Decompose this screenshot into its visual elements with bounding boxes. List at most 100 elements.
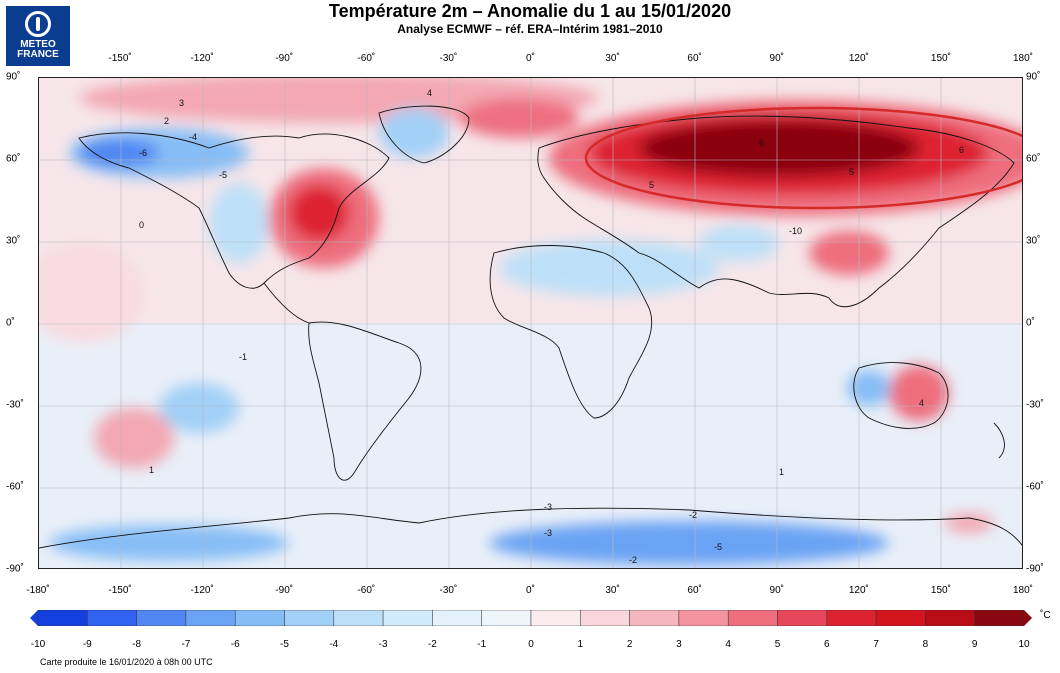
colorbar-cell xyxy=(284,610,335,626)
longitude-tick-top: -90˚ xyxy=(275,53,294,64)
eurasia-coast xyxy=(537,115,1015,308)
eastern-north-america-warm-core xyxy=(289,185,349,241)
central-america-coast xyxy=(263,282,310,324)
colorbar-right-arrow xyxy=(1024,610,1032,626)
south-pacific-warm xyxy=(94,408,174,468)
contour-label: 4 xyxy=(427,88,432,98)
contour-label: 3 xyxy=(179,98,184,108)
greenland-coast xyxy=(378,105,470,164)
longitude-tick-bottom: -90˚ xyxy=(275,585,294,596)
colorbar-cell xyxy=(580,610,630,626)
colorbar-label: 2 xyxy=(626,639,633,650)
latitude-tick-right: 30˚ xyxy=(1026,235,1041,247)
production-footer: Carte produite le 16/01/2020 à 08h 00 UT… xyxy=(40,657,213,667)
colorbar-cell xyxy=(136,610,187,626)
longitude-tick-top: -60˚ xyxy=(357,53,376,64)
latitude-tick-left: -90˚ xyxy=(6,563,24,575)
latitude-tick-right: -30˚ xyxy=(1026,399,1044,411)
contour-label: 5 xyxy=(649,180,654,190)
ross-warm xyxy=(944,513,994,533)
colorbar-label: 5 xyxy=(774,639,781,650)
colorbar-label: -4 xyxy=(329,639,339,650)
north-america-coast xyxy=(78,132,390,289)
anomaly-map-svg: 3 2 4 -6 -5 -4 -3 -2 -1 0 1 5 6 -10 -5 -… xyxy=(39,78,1022,568)
colorbar-cell xyxy=(87,610,137,626)
longitude-tick-bottom: 90˚ xyxy=(769,585,784,596)
longitude-tick-bottom: 180˚ xyxy=(1012,585,1034,596)
contour-label: -3 xyxy=(544,502,552,512)
colorbar-cell xyxy=(925,610,975,626)
north-atlantic-warm xyxy=(459,98,579,138)
colorbar-label: 9 xyxy=(971,639,978,650)
new-zealand-coast xyxy=(993,422,1005,459)
longitude-tick-bottom: -150˚ xyxy=(108,585,132,596)
latitude-tick-right: 0˚ xyxy=(1026,317,1035,329)
longitude-tick-bottom: 120˚ xyxy=(848,585,869,596)
colorbar-cells xyxy=(37,610,1025,626)
north-pacific-warm xyxy=(39,243,144,343)
latitude-tick-left: 90˚ xyxy=(6,71,21,83)
colorbar-cell xyxy=(629,610,680,626)
contour-label: -10 xyxy=(789,226,802,236)
longitude-tick-top: 90˚ xyxy=(769,53,784,64)
colorbar-label: 7 xyxy=(873,639,879,650)
colorbar-cell xyxy=(974,610,1025,626)
colorbar xyxy=(30,610,1032,626)
china-warm xyxy=(809,231,889,275)
colorbar-left-arrow xyxy=(30,610,38,626)
latitude-tick-left: 30˚ xyxy=(6,235,21,247)
colorbar-label: 4 xyxy=(725,639,731,650)
contour-label: 2 xyxy=(164,116,169,126)
longitude-tick-bottom: -180˚ xyxy=(26,585,50,596)
colorbar-label: -1 xyxy=(477,639,487,650)
colorbar-label: 6 xyxy=(824,639,830,650)
greenland-cold xyxy=(379,108,449,158)
colorbar-unit: ˚C xyxy=(1040,610,1051,621)
colorbar-cell xyxy=(875,610,926,626)
contour-label: 4 xyxy=(919,398,924,408)
west-antarctica-cold xyxy=(49,525,289,561)
longitude-tick-top: 30˚ xyxy=(605,53,620,64)
colorbar-label: -10 xyxy=(30,639,46,650)
colorbar-cell xyxy=(777,610,828,626)
colorbar-cell xyxy=(481,610,532,626)
colorbar-label: -3 xyxy=(378,639,388,650)
africa-coast xyxy=(489,245,653,419)
colorbar-cell xyxy=(678,610,729,626)
longitude-tick-top: -120˚ xyxy=(190,53,214,64)
contour-label: 0 xyxy=(139,220,144,230)
colorbar-label: -8 xyxy=(132,639,142,650)
logo-line-1: METEO xyxy=(20,39,56,50)
contour-label: 1 xyxy=(149,465,154,475)
longitude-tick-bottom: 150˚ xyxy=(930,585,951,596)
longitude-tick-bottom: 60˚ xyxy=(687,585,702,596)
colorbar-cell xyxy=(382,610,433,626)
latitude-tick-right: 90˚ xyxy=(1026,71,1041,83)
meteo-france-logo: METEO FRANCE xyxy=(6,6,70,66)
contour-label: -3 xyxy=(544,528,552,538)
latitude-tick-right: -60˚ xyxy=(1026,481,1044,493)
coastlines xyxy=(39,105,1022,549)
south-america-coast xyxy=(308,321,422,481)
anomaly-map: 3 2 4 -6 -5 -4 -3 -2 -1 0 1 5 6 -10 -5 -… xyxy=(38,77,1023,569)
colorbar-cell xyxy=(432,610,482,626)
longitude-tick-top: 180˚ xyxy=(1012,53,1034,64)
western-australia-cold xyxy=(847,370,891,406)
map-title: Température 2m – Anomalie du 1 au 15/01/… xyxy=(328,1,732,21)
longitude-tick-top: 60˚ xyxy=(687,53,702,64)
highlight-ellipse xyxy=(584,106,1022,210)
longitude-tick-bottom: 30˚ xyxy=(605,585,620,596)
longitude-tick-top: -150˚ xyxy=(108,53,132,64)
antarctica-coast xyxy=(39,507,1022,549)
south-pacific-cold xyxy=(159,383,239,433)
longitude-tick-top: 150˚ xyxy=(930,53,951,64)
contour-label: -2 xyxy=(689,510,697,520)
contour-label: -1 xyxy=(239,352,247,362)
longitude-tick-bottom: 0˚ xyxy=(526,585,535,596)
latitude-tick-right: 60˚ xyxy=(1026,153,1041,165)
meteo-france-emblem-icon xyxy=(25,11,51,37)
colorbar-cell xyxy=(530,610,581,626)
longitude-tick-bottom: -120˚ xyxy=(190,585,214,596)
colorbar-label: 8 xyxy=(922,639,929,650)
contour-label: 5 xyxy=(849,167,854,177)
